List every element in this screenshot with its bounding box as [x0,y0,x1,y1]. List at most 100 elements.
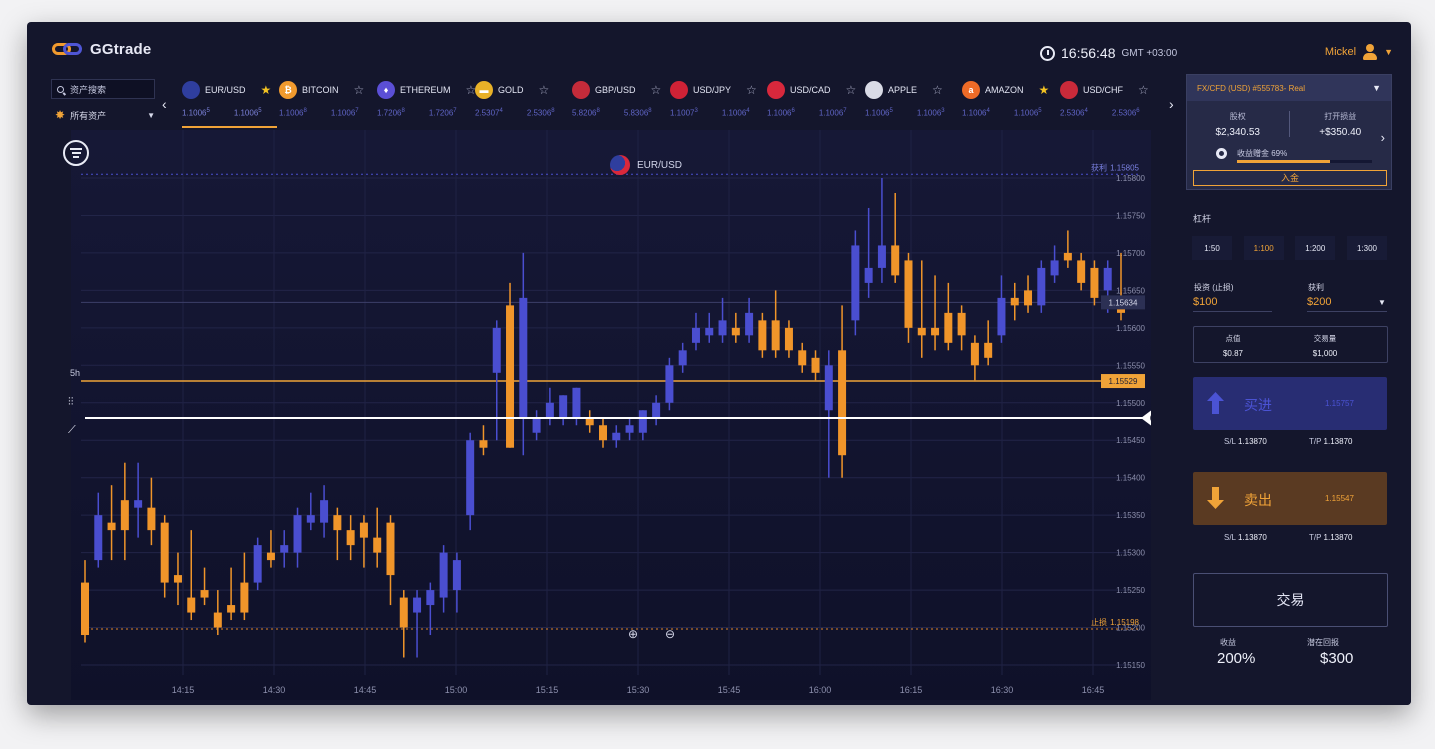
candle-body[interactable] [213,612,222,628]
candle-body[interactable] [877,245,886,268]
candle-body[interactable] [559,395,568,418]
candle-body[interactable] [227,605,236,613]
trade-button[interactable]: 交易 [1193,573,1388,627]
ticker-apple[interactable]: APPLE ☆ 1.10065 1.10063 [865,80,945,128]
ticker-usdjpy[interactable]: USD/JPY ☆ 1.10073 1.10064 [670,80,757,128]
candle-body[interactable] [731,327,740,336]
star-icon[interactable]: ☆ [650,83,662,97]
candle-body[interactable] [120,500,129,531]
candle-body[interactable] [266,552,275,561]
candle-body[interactable] [944,312,953,343]
leverage-option[interactable]: 1:50 [1192,236,1232,260]
ticker-usdchf[interactable]: USD/CHF ☆ 2.53064 2.53066 [1060,80,1149,128]
star-icon[interactable]: ☆ [353,83,365,97]
candle-body[interactable] [1063,252,1072,261]
candle-body[interactable] [107,522,116,531]
candle-body[interactable] [851,245,860,321]
timeframe-label[interactable]: 5h [70,368,81,378]
ticker-gbpusd[interactable]: GBP/USD ☆ 5.82068 5.83068 [572,80,661,128]
candle-body[interactable] [652,402,661,418]
candle-body[interactable] [346,530,355,546]
candle-body[interactable] [519,297,528,418]
star-icon[interactable]: ☆ [1138,83,1149,97]
candle-body[interactable] [1103,267,1112,291]
leverage-option[interactable]: 1:300 [1346,236,1387,260]
candle-body[interactable] [452,560,461,591]
candle-body[interactable] [718,320,727,336]
ticker-ethereum[interactable]: ♦ ETHEREUM ☆ 1.72068 1.72067 [377,80,476,128]
candle-body[interactable] [492,327,501,373]
asset-search-input[interactable]: 资产搜索 [51,79,155,99]
all-assets-dropdown[interactable]: ✸ 所有资产 ▼ [55,108,155,122]
candle-body[interactable] [147,507,156,531]
candle-body[interactable] [240,582,249,613]
zoom-out-icon[interactable]: ⊖ [665,627,676,641]
candle-body[interactable] [771,320,780,351]
sell-button[interactable]: 卖出 1.15547 [1193,472,1387,525]
candle-body[interactable] [94,515,103,561]
ticker-usdcad[interactable]: USD/CAD ☆ 1.10066 1.10067 [767,80,856,128]
candle-body[interactable] [997,297,1006,336]
profit-input[interactable]: $200 [1307,296,1387,312]
chevron-left-icon[interactable]: ‹ [162,96,167,112]
candle-body[interactable] [373,537,382,553]
candle-body[interactable] [466,440,475,516]
gear-icon[interactable] [1216,148,1227,159]
candle-body[interactable] [479,440,488,448]
candle-body[interactable] [200,590,209,598]
candle-body[interactable] [399,597,408,628]
candle-body[interactable] [187,597,196,613]
deposit-button[interactable]: 入金 [1193,170,1387,186]
candle-body[interactable] [134,500,143,508]
candle-body[interactable] [253,545,262,583]
account-selector[interactable]: FX/CFD (USD) #555783- Real ▼ [1187,75,1391,101]
candle-body[interactable] [931,327,940,336]
price-chart[interactable]: 1.15800 1.15750 1.15700 1.15650 1.15600 1.155… [71,130,1151,700]
candle-body[interactable] [306,515,315,523]
candle-body[interactable] [1010,297,1019,306]
candle-body[interactable] [359,522,368,538]
candle-body[interactable] [1037,267,1046,306]
candle-body[interactable] [957,312,966,336]
invest-input[interactable]: $100 [1193,296,1272,312]
candle-body[interactable] [1050,260,1059,276]
chevron-right-icon[interactable]: › [1169,96,1174,112]
candle-body[interactable] [426,590,435,606]
candle-body[interactable] [333,515,342,531]
leverage-option[interactable]: 1:200 [1295,236,1336,260]
user-menu[interactable]: Mickel ▼ [1325,44,1393,60]
candle-body[interactable] [545,402,554,418]
candle-body[interactable] [173,575,182,583]
candle-body[interactable] [638,410,647,433]
candle-body[interactable] [705,327,714,336]
chevron-right-icon[interactable]: › [1380,130,1385,145]
candle-body[interactable] [891,245,900,276]
zoom-in-icon[interactable]: ⊕ [628,627,639,641]
candle-body[interactable] [1024,290,1033,306]
star-icon[interactable]: ☆ [746,83,757,97]
candle-body[interactable] [758,320,767,351]
leverage-option[interactable]: 1:100 [1243,236,1284,260]
candle-body[interactable] [1077,260,1086,283]
candle-body[interactable] [532,417,541,433]
candle-body[interactable] [691,327,700,343]
candle-body[interactable] [506,305,515,448]
candle-body[interactable] [572,387,581,418]
candle-body[interactable] [904,260,913,328]
candle-body[interactable] [745,312,754,336]
candle-body[interactable] [160,522,169,583]
candle-body[interactable] [970,342,979,366]
ticker-gold[interactable]: ▬ GOLD ☆ 2.53074 2.53068 [475,80,555,128]
star-icon[interactable]: ☆ [932,83,943,97]
candle-body[interactable] [439,552,448,598]
candle-body[interactable] [320,500,329,523]
star-icon[interactable]: ☆ [465,83,477,97]
chevron-down-icon[interactable]: ▼ [1378,298,1386,307]
candle-body[interactable] [838,350,847,456]
candle-body[interactable] [798,350,807,366]
ticker-bitcoin[interactable]: ₿ BITCOIN ☆ 1.10068 1.10067 [279,80,364,128]
candle-body[interactable] [784,327,793,351]
indicators-icon[interactable]: ⫶⫶ [68,396,74,408]
buy-button[interactable]: 买进 1.15757 [1193,377,1387,430]
star-icon[interactable]: ☆ [538,83,550,97]
